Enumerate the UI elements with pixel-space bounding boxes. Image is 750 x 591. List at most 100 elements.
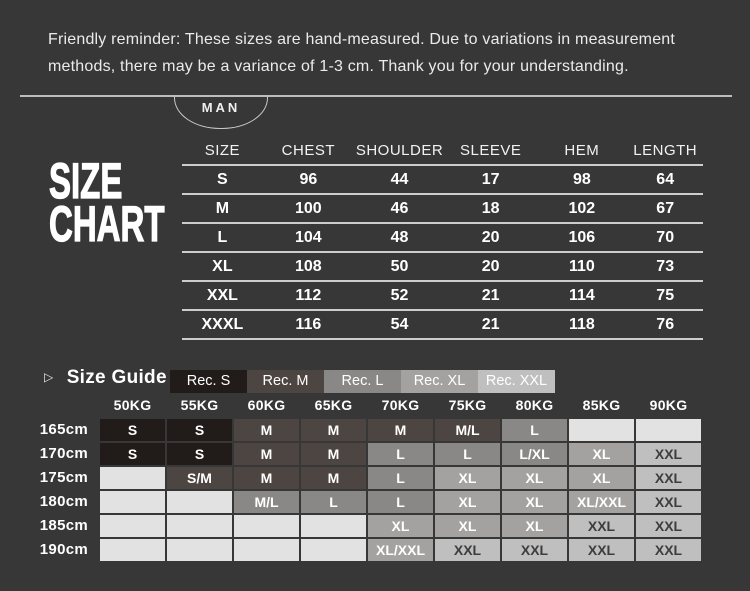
size-guide-label: Size Guide xyxy=(66,367,167,388)
weight-header: 90KG xyxy=(649,397,688,413)
table-row: XXL 112 52 21 114 75 xyxy=(182,282,703,311)
triangle-icon: ▷ xyxy=(44,370,54,384)
size-cell: S xyxy=(100,443,165,465)
size-cell: XL xyxy=(569,467,634,489)
column-header: SHOULDER xyxy=(355,141,444,159)
size-cell: XL xyxy=(502,467,567,489)
measurement-table-body: S 96 44 17 98 64 M 100 46 18 102 67 L 104 48 20 106 70 XL 1… xyxy=(182,166,703,340)
weight-header: 60KG xyxy=(247,397,286,413)
weight-header: 65KG xyxy=(314,397,353,413)
height-label: 185cm xyxy=(39,517,88,534)
size-cell: XXL xyxy=(636,443,701,465)
size-cell: XL xyxy=(435,467,500,489)
table-cell: 98 xyxy=(572,170,591,188)
spacer xyxy=(0,396,100,414)
table-cell: 20 xyxy=(481,228,500,246)
size-cell: L/XL xyxy=(502,443,567,465)
size-cell: L xyxy=(301,491,366,513)
size-cell: XXL xyxy=(636,515,701,537)
size-cell: XL xyxy=(435,491,500,513)
size-cell: M xyxy=(234,419,299,441)
table-cell: XL xyxy=(212,257,233,275)
man-label: MAN xyxy=(201,100,241,115)
divider-line xyxy=(20,95,732,97)
table-cell: 50 xyxy=(390,257,409,275)
legend-item: Rec. S xyxy=(170,370,247,393)
size-cell: L xyxy=(368,491,433,513)
size-cell: XL xyxy=(502,491,567,513)
size-cell: M xyxy=(234,443,299,465)
height-row: 170cm S S M M L L L/XL XL XXL xyxy=(0,443,705,465)
size-guide-heading: ▷ Size Guide xyxy=(44,367,167,389)
table-cell: 114 xyxy=(568,286,595,304)
empty-cell xyxy=(636,419,701,441)
size-cell: M xyxy=(368,419,433,441)
empty-cell xyxy=(234,539,299,561)
table-cell: 104 xyxy=(294,228,322,246)
table-cell: 102 xyxy=(568,199,596,217)
table-cell: 73 xyxy=(656,257,675,275)
height-label: 190cm xyxy=(39,541,88,558)
table-cell: 18 xyxy=(481,199,500,217)
table-cell: 52 xyxy=(390,286,409,304)
legend-item: Rec. XL xyxy=(401,370,478,393)
column-header: SLEEVE xyxy=(459,141,522,159)
empty-cell xyxy=(100,515,165,537)
size-cell: S xyxy=(100,419,165,441)
legend-item: Rec. XXL xyxy=(478,370,555,393)
size-cell: L xyxy=(368,443,433,465)
size-cell: M xyxy=(301,443,366,465)
height-row: 185cm XL XL XL XXL XXL xyxy=(0,515,705,537)
size-cell: M xyxy=(301,467,366,489)
legend-item: Rec. M xyxy=(247,370,324,393)
height-row: 180cm M/L L L XL XL XL/XXL XXL xyxy=(0,491,705,513)
table-cell: 108 xyxy=(294,257,322,275)
table-cell: 118 xyxy=(568,315,595,333)
column-header: SIZE xyxy=(204,141,241,159)
size-cell: S/M xyxy=(167,467,232,489)
table-cell: 100 xyxy=(294,199,322,217)
table-cell: 21 xyxy=(481,315,500,333)
weight-header: 75KG xyxy=(448,397,487,413)
height-row: 165cm S S M M M M/L L xyxy=(0,419,705,441)
empty-cell xyxy=(301,515,366,537)
size-cell: M xyxy=(234,467,299,489)
table-cell: 112 xyxy=(295,286,322,304)
size-cell: XXL xyxy=(636,467,701,489)
reminder-text: Friendly reminder: These sizes are hand-… xyxy=(48,26,708,80)
size-cell: XXL xyxy=(636,491,701,513)
table-cell: L xyxy=(217,228,228,246)
empty-cell xyxy=(100,491,165,513)
table-cell: 64 xyxy=(656,170,675,188)
size-cell: L xyxy=(435,443,500,465)
page-title-line-1: SIZE xyxy=(49,153,123,209)
column-header: LENGTH xyxy=(633,141,698,159)
table-row: XXXL 116 54 21 118 76 xyxy=(182,311,703,340)
table-cell: 70 xyxy=(656,228,675,246)
size-cell: XXL xyxy=(569,539,634,561)
empty-cell xyxy=(234,515,299,537)
table-cell: 67 xyxy=(656,199,675,217)
size-cell: S xyxy=(167,419,232,441)
size-cell: XL xyxy=(435,515,500,537)
height-row: 175cm S/M M M L XL XL XL XXL xyxy=(0,467,705,489)
table-cell: 116 xyxy=(295,315,322,333)
height-label: 175cm xyxy=(39,469,88,486)
weight-header-row: 50KG 55KG 60KG 65KG 70KG 75KG 80KG 85KG 90KG xyxy=(0,396,705,414)
empty-cell xyxy=(167,491,232,513)
size-cell: XXL xyxy=(502,539,567,561)
weight-header: 80KG xyxy=(515,397,554,413)
height-label: 180cm xyxy=(39,493,88,510)
table-cell: 44 xyxy=(390,170,409,188)
table-cell: 46 xyxy=(390,199,409,217)
reminder-line-2: methods, there may be a variance of 1-3 … xyxy=(48,58,629,75)
size-cell: M/L xyxy=(234,491,299,513)
empty-cell xyxy=(100,539,165,561)
size-cell: XXL xyxy=(636,539,701,561)
size-cell: L xyxy=(502,419,567,441)
height-row: 190cm XL/XXL XXL XXL XXL XXL xyxy=(0,539,705,561)
weight-header: 85KG xyxy=(582,397,621,413)
size-cell: L xyxy=(368,467,433,489)
column-header: HEM xyxy=(564,141,600,159)
